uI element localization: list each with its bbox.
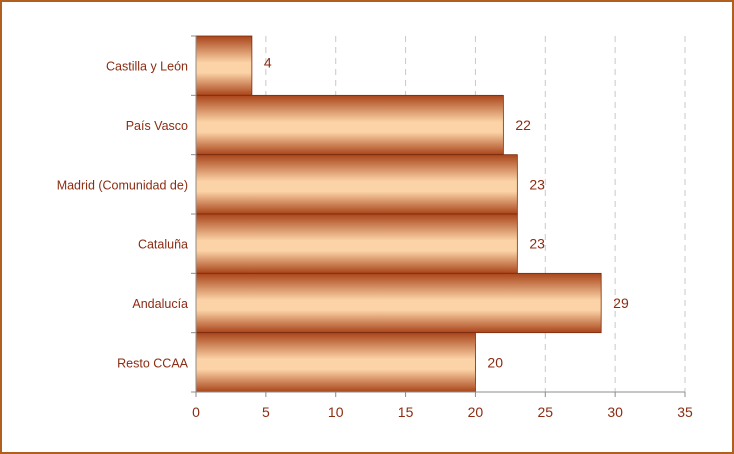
category-label: Andalucía [132, 297, 188, 311]
category-label: Cataluña [138, 238, 188, 252]
x-tick-labels: 0 5 10 15 20 25 30 35 [192, 404, 693, 420]
data-label: 23 [529, 176, 545, 192]
category-label: País Vasco [126, 119, 188, 133]
data-label: 29 [613, 295, 629, 311]
bar [195, 94, 504, 156]
x-tick-label: 0 [192, 404, 200, 420]
category-label: Resto CCAA [117, 356, 189, 370]
bars [195, 35, 602, 393]
bar [195, 272, 602, 334]
category-label: Madrid (Comunidad de) [57, 178, 188, 192]
bar [195, 332, 476, 393]
x-tick-label: 30 [607, 404, 623, 420]
data-labels: 4 22 23 23 29 20 [264, 55, 629, 371]
bar [195, 35, 253, 96]
x-tick-label: 25 [537, 404, 553, 420]
axes [191, 35, 686, 397]
data-label: 22 [515, 117, 531, 133]
x-tick-label: 10 [328, 404, 344, 420]
data-label: 4 [264, 55, 272, 71]
x-tick-label: 35 [677, 404, 693, 420]
data-label: 20 [487, 354, 503, 370]
x-tick-label: 20 [468, 404, 484, 420]
data-label: 23 [529, 236, 545, 252]
category-labels: Castilla y León País Vasco Madrid (Comunid… [57, 60, 189, 371]
x-tick-label: 15 [398, 404, 414, 420]
bar [195, 213, 518, 274]
category-label: Castilla y León [106, 60, 188, 74]
x-tick-label: 5 [262, 404, 270, 420]
bar [195, 154, 518, 215]
